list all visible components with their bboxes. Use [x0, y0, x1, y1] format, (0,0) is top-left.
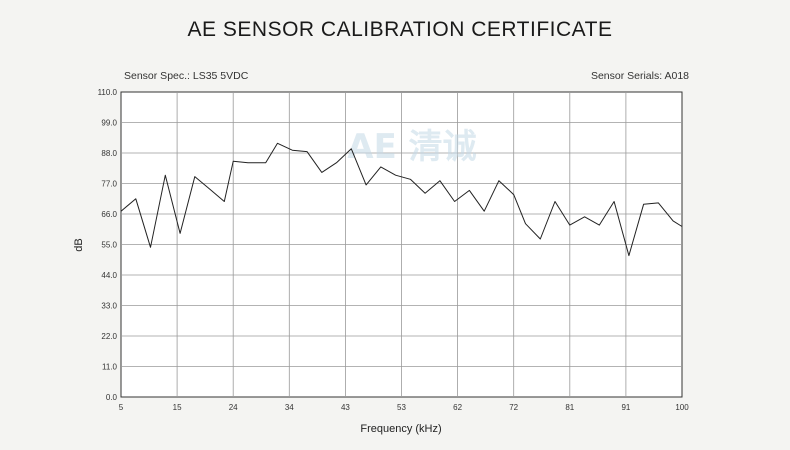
x-tick-label: 5 [119, 403, 124, 412]
y-tick-label: 77.0 [101, 180, 117, 189]
series-layer [120, 142, 683, 257]
grid [121, 92, 682, 397]
x-tick-label: 34 [285, 403, 294, 412]
y-tick-label: 33.0 [101, 302, 117, 311]
x-tick-label: 62 [453, 403, 462, 412]
certificate-title: AE SENSOR CALIBRATION CERTIFICATE [188, 18, 613, 41]
x-tick-label: 81 [565, 403, 574, 412]
x-tick-label: 72 [509, 403, 518, 412]
sensor-serials: Sensor Serials: A018 [591, 70, 689, 82]
y-tick-label: 0.0 [106, 393, 118, 402]
y-tick-labels: 0.0 11.0 22.0 33.0 44.0 55.0 66.0 77.0 88.0 99.0 1… [98, 88, 118, 402]
x-tick-label: 24 [229, 403, 238, 412]
y-tick-label: 66.0 [101, 210, 117, 219]
x-tick-labels: 5 15 24 34 43 53 62 72 81 91 100 [119, 403, 689, 412]
sensor-spec: Sensor Spec.: LS35 5VDC [124, 70, 249, 82]
y-axis-label: dB [73, 238, 85, 251]
x-tick-label: 91 [621, 403, 630, 412]
response-curve-line [120, 142, 683, 257]
x-tick-label: 100 [675, 403, 689, 412]
y-tick-label: 55.0 [101, 241, 117, 250]
brand-watermark: AE 清诚 [347, 127, 476, 167]
y-tick-label: 44.0 [101, 271, 117, 280]
x-tick-label: 53 [397, 403, 406, 412]
y-tick-label: 110.0 [98, 88, 118, 97]
y-tick-label: 99.0 [101, 119, 117, 128]
y-tick-label: 11.0 [102, 363, 118, 372]
y-tick-label: 22.0 [101, 332, 117, 341]
y-tick-label: 88.0 [101, 149, 117, 158]
x-tick-label: 43 [341, 403, 350, 412]
x-axis-label: Frequency (kHz) [360, 423, 441, 435]
x-tick-label: 15 [173, 403, 182, 412]
